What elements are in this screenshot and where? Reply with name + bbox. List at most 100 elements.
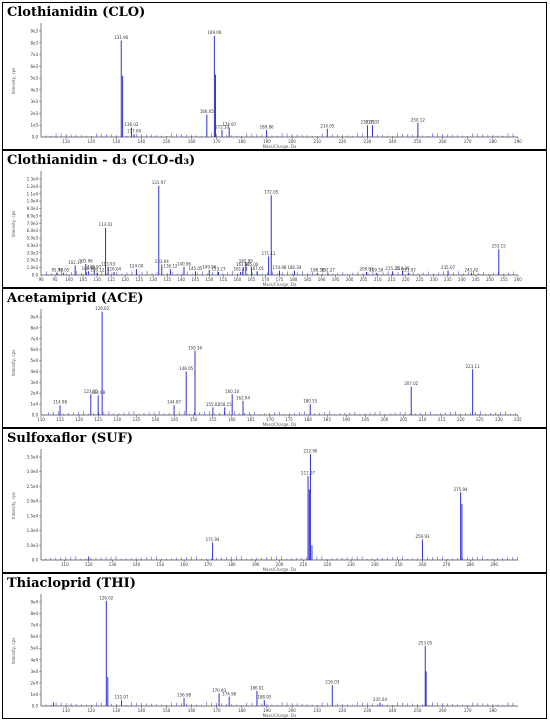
x-axis-label: Mass/Charge, Da [263, 144, 297, 149]
peak-label: 207.02 [404, 381, 418, 386]
x-tick-label: 230 [495, 417, 503, 422]
y-tick-label: 2.0e3 [27, 258, 39, 263]
x-tick-label: 140 [138, 708, 146, 713]
x-tick-label: 140 [152, 417, 160, 422]
x-tick-label: 180 [290, 277, 298, 282]
x-tick-label: 110 [62, 139, 70, 144]
x-tick-label: 255 [500, 277, 508, 282]
peak-label: 158.15 [218, 402, 232, 407]
peak-label: 170.93 [212, 688, 226, 693]
y-tick-label: 0.0 [32, 413, 39, 418]
peak-label: 250.12 [411, 117, 425, 122]
peak-label: 98.05 [58, 267, 70, 272]
x-tick-label: 220 [323, 562, 331, 567]
peak-label: 95.78 [51, 267, 63, 272]
x-tick-label: 175 [285, 417, 293, 422]
x-tick-label: 210 [300, 562, 308, 567]
x-tick-label: 210 [419, 417, 427, 422]
peak-label: 235.07 [441, 265, 455, 270]
y-tick-label: 1e3 [30, 123, 38, 128]
peak-label: 144.87 [167, 400, 181, 405]
peak-label: 150.36 [188, 345, 202, 350]
peak-label: 110.12 [90, 267, 104, 272]
x-tick-label: 180 [238, 708, 246, 713]
y-tick-label: 1.2e4 [27, 184, 39, 189]
peak-label: 140.96 [177, 261, 191, 266]
x-tick-label: 110 [93, 277, 101, 282]
peak-label: 126.02 [95, 306, 109, 311]
peak-label: 223.11 [466, 364, 480, 369]
y-tick-label: 2.5e4 [27, 484, 39, 489]
y-tick-label: 2e4 [30, 391, 38, 396]
x-tick-label: 250 [486, 277, 494, 282]
y-tick-label: 5.0e3 [27, 236, 39, 241]
peak-label: 162.99 [239, 258, 253, 263]
y-tick-label: 3e4 [30, 380, 38, 385]
y-tick-label: 2e4 [30, 680, 38, 685]
y-tick-label: 3.0e4 [27, 469, 39, 474]
spectrum-chart: 1e4 2e4 3e4 4e4 5e4 6e4 7e4 8e4 9e4 0.0 Intensity,… [11, 594, 518, 718]
y-tick-label: 0.0 [32, 558, 39, 563]
spectrum-panel: Clothianidin - d₃ (CLO-d₃) 1.0e3 2.0e3 3.0e… [2, 150, 547, 288]
y-tick-label: 2.0e4 [27, 499, 39, 504]
y-tick-label: 1.5e4 [27, 513, 39, 518]
peak-label: 172.05 [264, 190, 278, 195]
panel-title: Acetamiprid (ACE) [7, 291, 144, 306]
x-tick-label: 150 [163, 139, 171, 144]
x-tick-label: 220 [338, 708, 346, 713]
peak-label: 161.97 [236, 262, 250, 267]
x-tick-label: 190 [318, 277, 326, 282]
x-tick-label: 250 [395, 562, 403, 567]
y-tick-label: 6e3 [30, 64, 38, 69]
y-tick-label: 3e4 [30, 669, 38, 674]
peak-label: 162.94 [236, 395, 250, 400]
x-tick-label: 110 [61, 562, 69, 567]
y-axis-label: Intensity, cps [11, 211, 16, 238]
peak-label: 124.00 [129, 264, 143, 269]
peak-label: 206.01 [360, 267, 374, 272]
peak-label: 209.50 [369, 267, 383, 272]
y-tick-label: 4e3 [30, 87, 38, 92]
peak-label: 230.03 [360, 120, 374, 125]
peak-label: 192.27 [321, 267, 335, 272]
x-tick-label: 230 [364, 708, 372, 713]
peak-label: 216.03 [325, 680, 339, 685]
x-tick-label: 230 [347, 562, 355, 567]
peak-label: 137.04 [127, 129, 141, 134]
x-tick-label: 235 [444, 277, 452, 282]
x-tick-label: 160 [234, 277, 242, 282]
panel-title: Clothianidin - d₃ (CLO-d₃) [7, 153, 196, 168]
spectrum-panel: Acetamiprid (ACE) 1e4 2e4 3e4 4e4 5e4 6e4 7e4 8e… [2, 288, 547, 428]
y-tick-label: 5e3 [30, 76, 38, 81]
x-tick-label: 180 [238, 139, 246, 144]
x-tick-label: 165 [248, 277, 256, 282]
y-tick-label: 5e4 [30, 646, 38, 651]
x-tick-label: 100 [65, 277, 73, 282]
peak-label: 148.05 [179, 366, 193, 371]
x-tick-label: 245 [472, 277, 480, 282]
x-tick-label: 125 [135, 277, 143, 282]
peak-label: 215.25 [385, 266, 399, 271]
x-tick-label: 200 [381, 417, 389, 422]
x-tick-label: 120 [87, 708, 95, 713]
x-tick-label: 175 [276, 277, 284, 282]
x-tick-label: 125 [94, 417, 102, 422]
peak-label: 165.00 [244, 262, 258, 267]
x-tick-label: 170 [213, 139, 221, 144]
x-tick-label: 115 [56, 417, 64, 422]
x-tick-label: 145 [192, 277, 200, 282]
peak-label: 253.05 [418, 640, 432, 645]
peak-label: 124.98 [91, 390, 105, 395]
y-tick-label: 7e3 [30, 52, 38, 57]
x-tick-label: 240 [389, 708, 397, 713]
x-tick-label: 270 [443, 562, 451, 567]
y-tick-label: 9e3 [30, 29, 38, 34]
x-tick-label: 130 [112, 139, 120, 144]
peak-label: 145.05 [188, 266, 202, 271]
x-tick-label: 180 [228, 562, 236, 567]
x-tick-label: 205 [400, 417, 408, 422]
y-tick-label: 5e4 [30, 358, 38, 363]
y-tick-label: 8.0e3 [27, 213, 39, 218]
y-tick-label: 7.0e3 [27, 221, 39, 226]
